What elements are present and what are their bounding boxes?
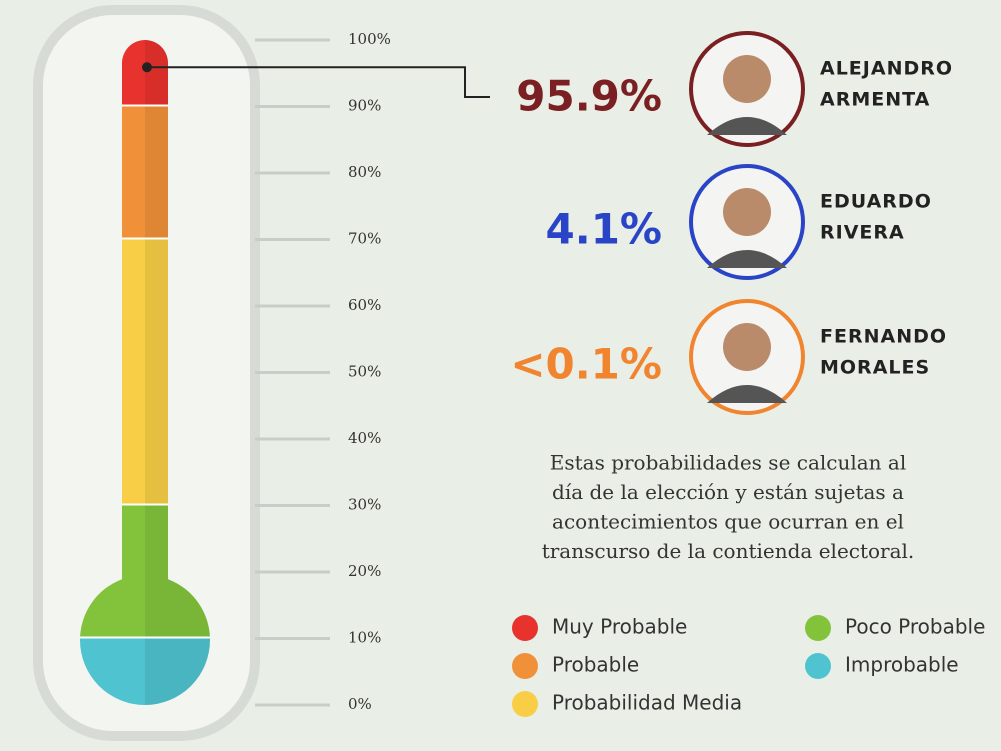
legend-swatch [512, 691, 538, 717]
candidate-value: <0.1% [510, 340, 662, 389]
legend-label: Poco Probable [845, 615, 985, 639]
y-tick-label: 90% [348, 97, 381, 115]
candidate-name: FERNANDO [820, 326, 947, 348]
candidate-value: 4.1% [546, 205, 662, 254]
candidate-name: ARMENTA [820, 89, 930, 111]
y-tick-label: 40% [348, 429, 381, 447]
legend-swatch [805, 615, 831, 641]
y-tick-label: 70% [348, 230, 381, 248]
y-tick-label: 100% [348, 30, 391, 48]
candidate-name: ALEJANDRO [820, 58, 953, 80]
legend-label: Probabilidad Media [552, 691, 742, 715]
legend-swatch [512, 615, 538, 641]
photo-body [707, 250, 787, 268]
pointer-line [147, 66, 490, 98]
y-tick-label: 20% [348, 562, 381, 580]
photo-head [723, 323, 771, 371]
note: Estas probabilidades se calculan al [550, 451, 907, 475]
candidate-name: RIVERA [820, 222, 905, 244]
legend-swatch [512, 653, 538, 679]
y-tick-label: 50% [348, 363, 381, 381]
y-tick-label: 30% [348, 496, 381, 514]
candidate-name: MORALES [820, 357, 930, 379]
photo-body [707, 117, 787, 135]
photo-head [723, 188, 771, 236]
note: acontecimientos que ocurran en el [552, 510, 904, 534]
photo-body [707, 385, 787, 403]
y-tick-label: 80% [348, 163, 381, 181]
candidate-value: 95.9% [516, 72, 662, 121]
legend-label: Improbable [845, 653, 959, 677]
photo-head [723, 55, 771, 103]
note: transcurso de la contienda electoral. [542, 539, 915, 563]
y-tick-label: 10% [348, 629, 381, 647]
note: día de la elección y están sujetas a [552, 480, 904, 504]
candidate-name: EDUARDO [820, 191, 932, 213]
legend-label: Probable [552, 653, 639, 677]
y-tick-label: 60% [348, 296, 381, 314]
legend-swatch [805, 653, 831, 679]
y-tick-label: 0% [348, 695, 372, 713]
legend-label: Muy Probable [552, 615, 687, 639]
